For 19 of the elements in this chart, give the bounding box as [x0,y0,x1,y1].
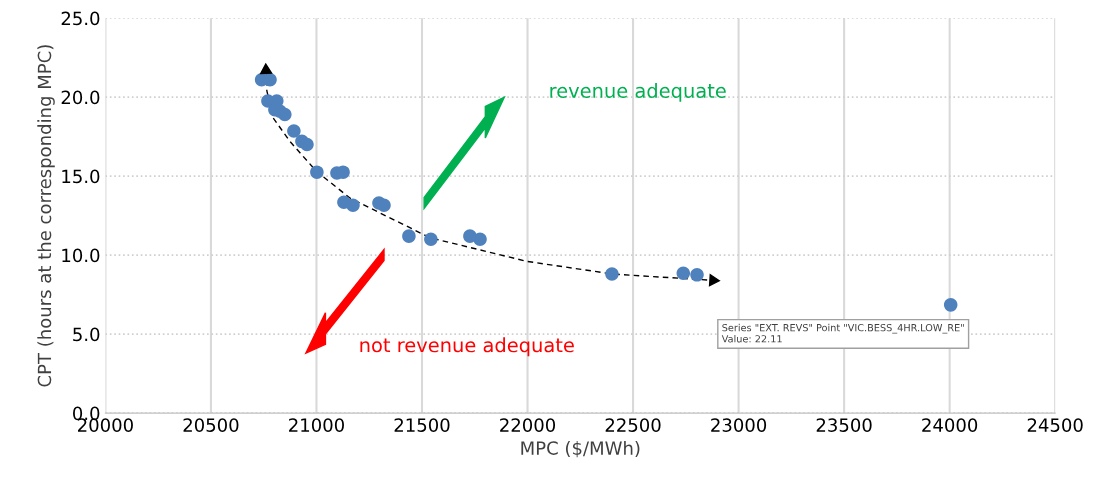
y-tick-label: 5.0 [73,327,100,342]
y-axis-title: CPT (hours at the corresponding MPC) [37,45,55,387]
annotation: not revenue adequate [360,337,574,357]
x-tick-label: 20500 [183,418,239,432]
x-tick-label: 22000 [500,418,556,432]
annotation: revenue adequate [550,82,726,102]
x-tick-label: 24500 [1027,418,1083,432]
x-tick-label: 21000 [289,418,344,432]
annotation: Series "EXT. REVS" Point "VIC.BESS_4HR.LOW_RE" Value: 22.11 [721,323,964,343]
y-tick-label: 20.0 [61,90,100,105]
x-tick-label: 23500 [816,418,872,432]
y-tick-label: 15.0 [62,169,100,184]
x-tick-label: 22500 [605,418,661,432]
x-tick-label: 24000 [922,418,978,432]
y-tick-label: 25.0 [61,11,100,26]
y-tick-label: 10.0 [62,248,100,263]
x-axis-title: MPC ($/MWh) [521,440,640,458]
x-tick-label: 21500 [394,418,450,432]
x-tick-label: 23000 [711,418,767,432]
